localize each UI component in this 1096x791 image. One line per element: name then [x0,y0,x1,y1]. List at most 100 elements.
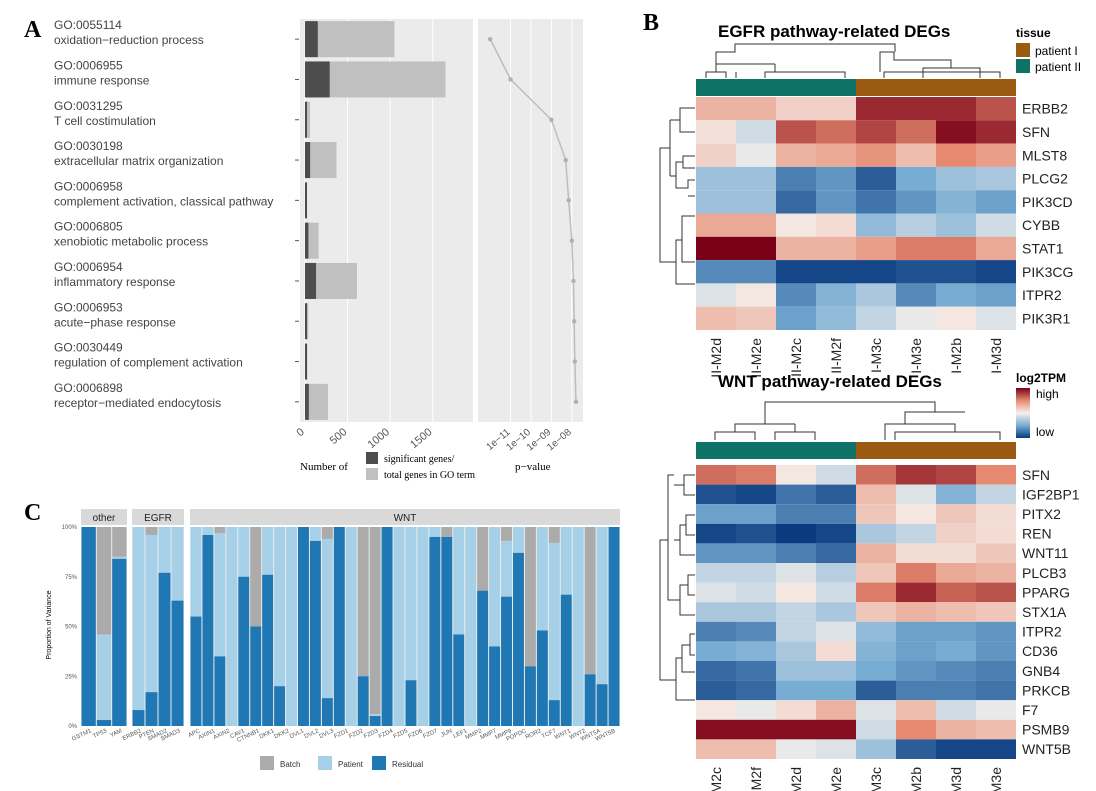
variance-bar-segment [145,527,158,535]
variance-bar-segment [112,558,127,726]
heatmap-row-label: SFN [1022,467,1050,483]
go-term-name: immune response [54,73,150,87]
variance-bar-segment [608,527,620,726]
heatmap-cell [816,120,856,144]
heatmap-cell [816,739,856,759]
heatmap-cell [816,283,856,307]
variance-bar-segment [536,527,548,631]
heatmap-cell [896,543,936,563]
heatmap-cell [816,260,856,284]
heatmap-cell [736,621,776,642]
legend-swatch-total [366,468,378,480]
heatmap-row-label: STX1A [1022,604,1067,620]
variance-bar-segment [548,542,560,701]
heatmap-cell [736,166,776,191]
heatmap-cell [696,680,736,701]
heatmap-cell [696,97,736,121]
variance-bar-segment [465,527,477,726]
heatmap-cell [976,602,1016,622]
heatmap-cell [936,602,976,622]
variance-bar-segment [584,527,596,675]
heatmap-cell [736,260,776,284]
heatmap-cell [896,465,936,485]
heatmap-cell [696,120,736,144]
heatmap-cell [696,465,736,485]
heatmap-cell [736,680,776,701]
variance-bar-segment [405,527,417,681]
heatmap-cell [936,504,976,524]
variance-x-tick-label: JUN [440,728,453,738]
variance-bar-segment [572,527,584,726]
go-term-id: GO:0030449 [54,341,123,355]
variance-bar-segment [453,634,465,726]
heatmap-cell [856,213,896,237]
tissue-group-cell [816,79,856,96]
heatmap-cell [696,563,736,583]
heatmap-column-label: II-M2e [748,338,764,378]
log2tpm-legend-high: high [1036,387,1059,401]
variance-bar-segment [171,527,184,601]
variance-bar-segment [345,527,357,726]
tissue-group-cell [856,79,896,96]
variance-bar-segment [309,527,321,541]
heatmap-cell [976,97,1016,121]
heatmap-cell [736,523,776,544]
heatmap-row-label: GNB4 [1022,663,1060,679]
facet-background [190,527,620,726]
heatmap-cell [736,97,776,121]
pvalue-line [489,38,577,402]
heatmap-cell [856,306,896,330]
heatmap-column-label: II-M2c [788,338,804,377]
variance-bar-segment [501,540,512,597]
heatmap-cell [776,641,816,661]
facet-strip [81,509,127,525]
variance-bar-segment [309,540,321,726]
go-term-name: oxidation−reduction process [54,33,204,47]
heatmap-cell [856,465,896,485]
variance-y-tick-label: 25% [65,674,78,680]
heatmap-cell [896,523,936,544]
variance-bar-segment [112,527,127,557]
total-genes-bar [305,383,328,420]
heatmap-cell [816,719,856,740]
heatmap-cell [896,120,936,144]
go-term-name: extracellular matrix organization [54,154,223,168]
variance-bar-segment [321,538,333,699]
heatmap-cell [936,260,976,284]
heatmap-cell [896,621,936,642]
heatmap-cell [736,543,776,563]
heatmap-cell [976,700,1016,720]
go-term-id: GO:0006958 [54,179,123,193]
variance-bar-segment [536,630,548,726]
heatmap-cell [736,283,776,307]
variance-bar-segment [238,576,250,726]
variance-bar-segment [274,686,286,726]
heatmap-cell [776,700,816,720]
heatmap-cell [896,166,936,191]
heatmap-row-label: ITPR2 [1022,624,1062,640]
variance-bar-segment [250,527,262,627]
heatmap-cell [816,602,856,622]
tissue-group-cell [736,442,776,459]
pvalue-point [508,77,513,82]
variance-y-tick-label: 50% [65,625,78,631]
variance-bar-segment [381,527,393,726]
tissue-group-cell [696,442,736,459]
variance-bar-segment [286,527,297,726]
variance-bar-segment [274,527,286,687]
heatmap-cell [976,582,1016,603]
variance-bar-segment [145,534,158,693]
heatmap-cell [936,621,976,642]
tissue-group-cell [936,442,976,459]
heatmap-cell [976,283,1016,307]
heatmap-cell [976,680,1016,701]
heatmap-cell [936,283,976,307]
heatmap-cell [816,213,856,237]
variance-bar-segment [298,527,309,726]
heatmap-cell [696,213,736,237]
go-term-id: GO:0006898 [54,381,123,395]
variance-bar-segment [560,527,572,595]
significant-genes-bar [305,303,307,340]
heatmap-cell [976,739,1016,759]
variance-bar-segment [513,552,524,726]
